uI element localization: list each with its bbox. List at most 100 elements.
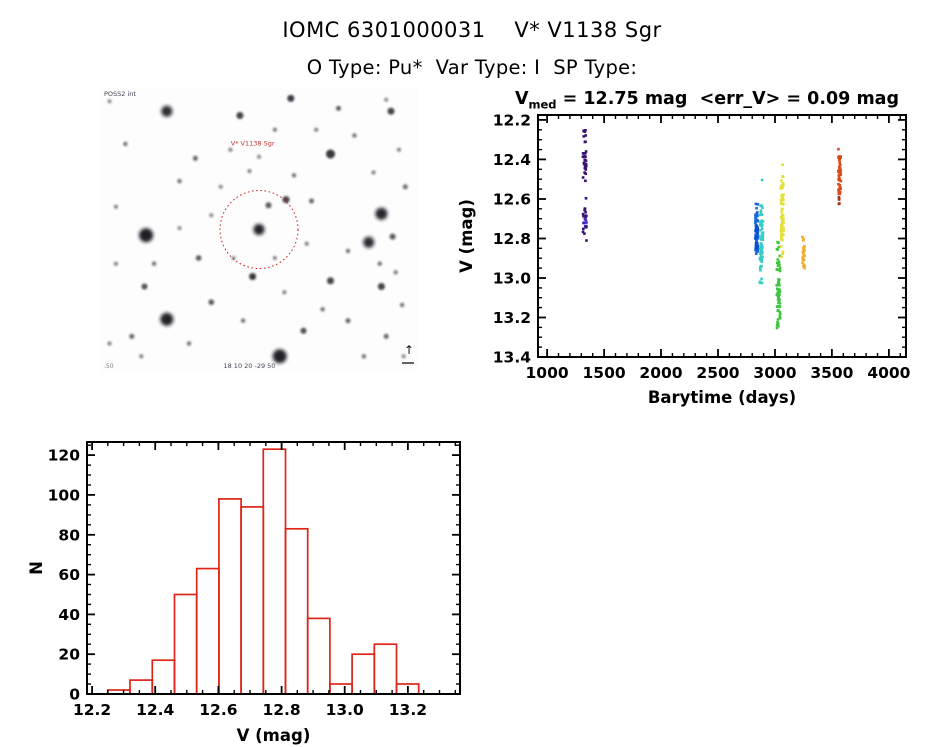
y-tick-label: 60: [58, 566, 80, 584]
data-point: [755, 235, 758, 238]
data-point: [584, 134, 587, 137]
data-point: [754, 252, 758, 255]
data-point: [838, 191, 842, 194]
star-field-image: V* V1138 Sgr POSS2 int 18 10 20 -29 50 .50 ↑: [104, 90, 414, 370]
data-point: [755, 228, 758, 232]
star: [123, 141, 128, 147]
data-point: [778, 266, 782, 269]
star: [377, 261, 382, 266]
star: [387, 107, 395, 115]
page-subtitle: O Type: Pu* Var Type: I SP Type:: [306, 56, 638, 79]
data-point: [775, 293, 779, 297]
vmed-values: = 12.75 mag <err_V> = 0.09 mag: [556, 89, 900, 109]
star: [161, 105, 173, 117]
star: [345, 248, 351, 254]
star: [393, 270, 398, 275]
data-point: [778, 312, 782, 316]
star: [327, 277, 334, 285]
survey-label: POSS2 int: [104, 90, 136, 98]
data-point: [839, 155, 842, 158]
data-point: [839, 187, 842, 190]
star: [383, 333, 389, 339]
data-point: [802, 247, 805, 250]
data-point: [801, 235, 804, 239]
plot-frame: [86, 441, 461, 695]
data-point: [584, 226, 588, 229]
data-point: [779, 187, 783, 190]
star: [107, 341, 112, 346]
data-point: [583, 207, 587, 211]
data-point: [837, 176, 841, 180]
data-point: [756, 237, 760, 240]
data-point: [838, 170, 841, 173]
data-point: [777, 268, 781, 272]
data-point: [780, 193, 783, 197]
star: [177, 226, 182, 231]
data-point: [584, 140, 587, 143]
data-point: [803, 266, 806, 270]
histogram-bar: [306, 617, 331, 695]
y-tick-label: 20: [58, 646, 80, 664]
data-point: [777, 245, 781, 249]
data-point: [761, 255, 764, 259]
data-point: [776, 261, 779, 265]
star: [192, 155, 198, 161]
data-point: [838, 184, 842, 187]
data-point: [581, 212, 585, 216]
data-point: [803, 265, 806, 268]
data-point: [780, 255, 783, 259]
star: [326, 149, 335, 159]
x-tick-label: 12.8: [262, 701, 300, 719]
data-point: [582, 161, 586, 165]
y-tick-label: 0: [69, 686, 80, 704]
star: [287, 94, 295, 102]
data-point: [781, 198, 784, 201]
data-point: [759, 237, 763, 241]
star: [402, 184, 408, 190]
data-point: [760, 224, 763, 228]
data-point: [754, 248, 757, 252]
data-point: [839, 163, 842, 167]
x-tick-label: 2000: [639, 364, 682, 382]
vmed-label: V: [514, 89, 529, 109]
data-point: [780, 213, 784, 217]
data-point: [755, 227, 758, 230]
star: [208, 299, 215, 305]
data-point: [583, 155, 586, 158]
data-point: [838, 202, 841, 205]
data-point: [802, 263, 806, 266]
data-point: [584, 172, 587, 175]
data-point: [776, 318, 780, 321]
vmed-subscript: med: [528, 97, 557, 112]
data-point: [781, 163, 784, 166]
star: [265, 202, 272, 209]
star: [309, 198, 314, 204]
star: [247, 169, 252, 174]
data-point: [838, 186, 842, 189]
data-point: [802, 239, 805, 242]
data-point: [755, 206, 758, 210]
data-point: [801, 261, 804, 265]
data-point: [582, 221, 585, 225]
star: [375, 207, 388, 220]
data-point: [838, 179, 841, 182]
data-point: [780, 223, 783, 227]
star: [240, 318, 246, 323]
finder-chart: V* V1138 Sgr POSS2 int 18 10 20 -29 50 .50 ↑: [100, 87, 418, 372]
data-point: [777, 260, 781, 264]
data-point: [755, 240, 758, 243]
x-tick-label: 12.4: [136, 701, 174, 719]
data-point: [754, 242, 758, 245]
data-point: [780, 207, 784, 211]
data-point: [778, 317, 782, 320]
data-point: [778, 310, 782, 314]
data-point: [837, 196, 841, 199]
data-point: [777, 290, 781, 294]
y-axis-label: V (mag): [457, 199, 476, 273]
data-point: [837, 147, 840, 151]
data-point: [780, 225, 783, 229]
data-point: [759, 204, 762, 208]
star: [160, 312, 174, 326]
data-point: [777, 308, 780, 312]
data-point: [837, 174, 841, 177]
